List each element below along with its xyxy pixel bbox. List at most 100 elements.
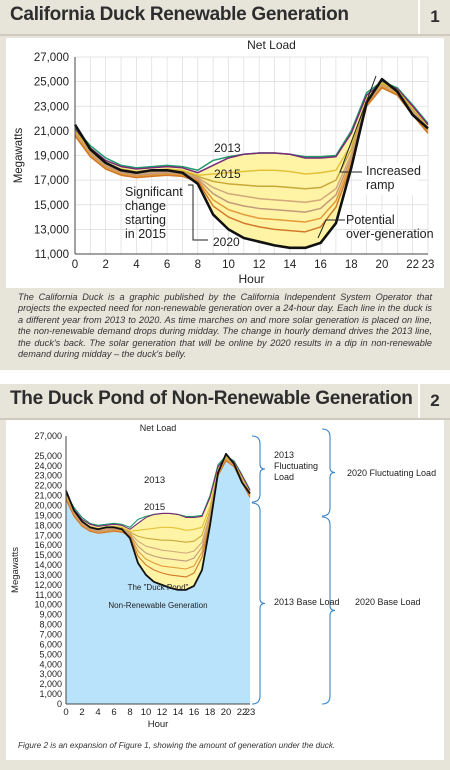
bracket-label-2020-base: 2020 Base Load [355, 597, 421, 607]
y-tick-label-2: 25,000 [34, 451, 62, 461]
x-tick-label: 22 [406, 259, 419, 271]
annotation-over-generation-leader [317, 219, 345, 239]
y-tick-label: 23,000 [34, 101, 69, 113]
y-tick-label-2: 5,000 [39, 649, 62, 659]
y-tick-label-2: 6,000 [39, 639, 62, 649]
x-tick-label: 10 [222, 259, 235, 271]
x-tick-label: 0 [72, 259, 78, 271]
pond-label-title: The "Duck Pond" [128, 583, 189, 592]
x-tick-label: 12 [253, 259, 266, 271]
annotation-2015-pond: 2015 [144, 502, 165, 513]
x-tick-label-2: 14 [173, 707, 184, 718]
pond-series-line-2019 [65, 460, 251, 578]
x-tick-label-2: 20 [221, 707, 232, 718]
panel-2-title: The Duck Pond of Non-Renewable Generatio… [10, 388, 413, 409]
x-tick-label: 2 [102, 259, 108, 271]
x-tick-label: 4 [133, 259, 140, 271]
chart-1-plot-title: Net Load [247, 38, 296, 52]
chart-1-caption: The California Duck is a graphic publish… [18, 292, 432, 360]
y-tick-label-2: 20,000 [34, 500, 62, 510]
y-tick-label-2: 3,000 [39, 669, 62, 679]
panel-1-title: California Duck Renewable Generation [10, 4, 349, 25]
x-tick-label: 23 [422, 259, 435, 271]
x-tick-label-2: 8 [127, 707, 132, 718]
pond-series-line-2020 [65, 452, 251, 591]
x-tick-label-2: 2 [79, 707, 84, 718]
y-axis-title: Megawatts [13, 127, 25, 183]
x-tick-label-2: 23 [245, 707, 256, 718]
pond-label-subtitle: Non-Renewable Generation [108, 601, 207, 610]
x-tick-label: 8 [195, 259, 201, 271]
y-tick-label-2: 27,000 [34, 431, 62, 441]
annotation-ramp-halo [362, 163, 418, 195]
y-tick-label: 21,000 [34, 126, 69, 138]
x-tick-label-2: 18 [205, 707, 216, 718]
annotation-significant-change: in 2015 [125, 227, 166, 241]
x-tick-label: 20 [376, 259, 389, 271]
annotation-significant-change: change [125, 199, 166, 213]
bracket-label-2013-base: 2013 Base Load [274, 597, 340, 607]
panel-1-number: 1 [418, 0, 450, 34]
y-tick-label-2: 8,000 [39, 620, 62, 630]
annotation-2013-pond: 2013 [144, 475, 165, 486]
y-tick-label: 17,000 [34, 175, 69, 187]
y-tick-label: 15,000 [34, 200, 69, 212]
series-line-2019 [74, 87, 429, 233]
annotation-over-generation: Potential [346, 213, 395, 227]
annotation-significant-change: Significant [125, 185, 183, 199]
y-tick-label: 11,000 [35, 249, 69, 261]
y-tick-label-2: 16,000 [34, 540, 62, 550]
panel-2-header: The Duck Pond of Non-Renewable Generatio… [0, 384, 450, 420]
y-tick-label-2: 21,000 [34, 491, 62, 501]
annotation-2013: 2013 [214, 141, 241, 155]
x-axis-title: Hour [238, 272, 264, 286]
y-tick-label-2: 13,000 [34, 570, 62, 580]
x-tick-label: 18 [345, 259, 358, 271]
bracket-2020-fluctuating [321, 428, 336, 517]
y-axis-title-2: Megawatts [10, 547, 21, 593]
y-tick-label-2: 1,000 [39, 689, 62, 699]
x-tick-label: 6 [164, 259, 170, 271]
bracket-label-2013-fluctuating: 2013 [274, 450, 294, 460]
pond-series-line-2013 [65, 456, 251, 530]
annotation-over-generation: over-generation [346, 227, 434, 241]
bracket-2013-fluctuating [251, 435, 266, 503]
bracket-2013-base [251, 502, 266, 705]
y-tick-label: 19,000 [34, 151, 69, 163]
y-tick-label-2: 4,000 [39, 659, 62, 669]
y-tick-label-2: 17,000 [34, 530, 62, 540]
x-tick-label-2: 6 [111, 707, 116, 718]
annotation-ramp-leader [339, 75, 377, 173]
x-tick-label: 16 [314, 259, 327, 271]
y-tick-label-2: 22,000 [34, 481, 62, 491]
panel-2-number: 2 [418, 384, 450, 418]
annotation-2015: 2015 [214, 167, 241, 181]
chart-1: 11,000 13,000 15,000 17,000 19,000 21,000 23,0… [13, 38, 435, 286]
y-tick-label-2: 10,000 [34, 600, 62, 610]
y-tick-label-2: 9,000 [39, 610, 62, 620]
bracket-2020-base [321, 516, 336, 705]
panel-1-header: California Duck Renewable Generation 1 [0, 0, 450, 36]
chart-2: 01,0002,0003,0004,0005,0006,0007,0008,00… [10, 423, 436, 730]
bracket-label-2020-fluctuating: 2020 Fluctuating Load [347, 468, 436, 478]
x-tick-label-2: 12 [157, 707, 168, 718]
x-tick-label-2: 16 [189, 707, 200, 718]
series-line-2018 [74, 85, 429, 223]
y-tick-label-2: 23,000 [34, 471, 62, 481]
chart-2-caption: Figure 2 is an expansion of Figure 1, sh… [18, 741, 336, 750]
annotation-increased-ramp: ramp [366, 178, 395, 192]
x-tick-label: 14 [283, 259, 296, 271]
y-tick-label-2: 7,000 [39, 630, 62, 640]
series-line-2020 [73, 77, 429, 250]
y-tick-label-2: 11,000 [35, 590, 62, 600]
y-tick-label: 25,000 [34, 77, 69, 89]
y-tick-label-2: 15,000 [34, 550, 62, 560]
annotation-2020: 2020 [213, 235, 240, 249]
y-tick-label-2: 14,000 [34, 560, 62, 570]
x-tick-label-2: 4 [95, 707, 100, 718]
x-tick-label-2: 0 [63, 707, 68, 718]
x-axis-title-2: Hour [148, 719, 169, 730]
y-tick-label-2: 19,000 [34, 510, 62, 520]
x-tick-label-2: 22 [237, 707, 248, 718]
annotation-significant-change: starting [125, 213, 166, 227]
